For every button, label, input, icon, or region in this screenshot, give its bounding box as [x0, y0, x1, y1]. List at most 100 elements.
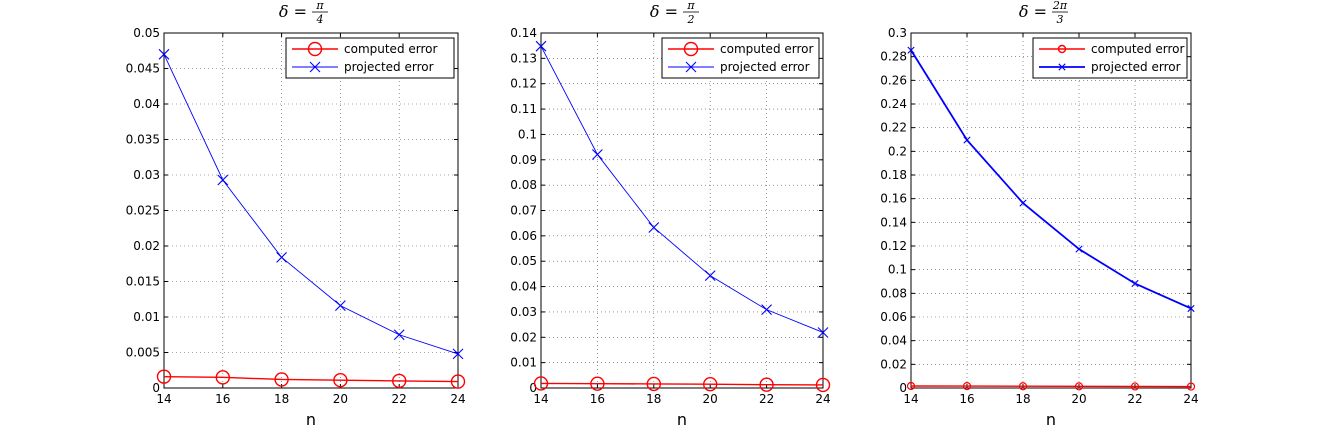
chart-title-denominator: 2: [687, 13, 695, 26]
data-point-projected: [1019, 199, 1027, 207]
data-point-projected: [276, 251, 287, 263]
axes-box: [910, 32, 1192, 389]
chart-panel-2: 14 16 18 20 22 24 0 0.01 0.02 0.03 0.04 0.05 0.06 0.0…: [510, 0, 830, 429]
legend-label: computed error: [1091, 42, 1184, 56]
data-point-computed: [590, 376, 605, 391]
data-point-computed: [1018, 382, 1028, 391]
x-tick-label: 14: [156, 392, 171, 406]
data-point-projected: [1075, 245, 1083, 253]
data-point-computed: [1074, 382, 1084, 391]
data-point-computed: [646, 376, 661, 392]
data-point-computed: [215, 370, 231, 385]
marker-x-stroke: [158, 48, 170, 60]
y-tick-label: 0.12: [880, 239, 907, 253]
legend: computed error projected error: [661, 37, 820, 79]
data-point-projected: [1187, 304, 1195, 313]
data-point-computed: [450, 374, 466, 389]
data-point-projected: [963, 136, 971, 144]
legend-box: [285, 37, 455, 79]
legend-box: [1032, 37, 1188, 79]
data-point-computed: [703, 376, 718, 392]
data-point-projected: [761, 304, 772, 316]
y-tick-label: 0.13: [510, 51, 537, 65]
data-point-projected: [452, 348, 464, 360]
marker-x-stroke: [592, 149, 603, 160]
y-tick-label: 0.02: [133, 239, 160, 253]
y-tick-label: 0.14: [510, 26, 537, 40]
marker-x-stroke: [1187, 304, 1195, 313]
y-tick-label: 0.12: [510, 77, 537, 91]
marker-x-stroke: [276, 251, 287, 263]
legend-swatch-marker: [309, 61, 321, 73]
chart-title-numerator: π: [686, 0, 695, 12]
series-line-1: [910, 385, 1192, 388]
data-point-computed: [1130, 382, 1140, 391]
x-tick-label: 18: [274, 392, 289, 406]
x-tick-label: 22: [392, 392, 407, 406]
chart-panel-1: 14 16 18 20 22 24 0 0.005 0.01 0.015 0.02 0.025 0.03…: [126, 0, 466, 429]
y-tick-label: 0.08: [510, 178, 537, 192]
series-line-2: [540, 45, 824, 333]
data-point-projected: [907, 46, 915, 54]
x-tick-label: 24: [450, 392, 465, 406]
x-axis-label: n: [1046, 410, 1056, 429]
y-tick-label: 0.04: [133, 97, 160, 111]
y-tick-label: 0.05: [133, 26, 160, 40]
data-point-computed: [156, 369, 172, 384]
legend-label: projected error: [344, 60, 434, 74]
data-point-projected: [648, 222, 660, 233]
series-line-1: [163, 375, 459, 383]
x-tick-label: 16: [590, 392, 605, 406]
x-tick-label: 14: [903, 392, 918, 406]
chart-title-prefix: δ =: [1019, 2, 1047, 21]
data-point-projected: [592, 149, 603, 160]
x-tick-label: 16: [215, 392, 230, 406]
marker-x-stroke: [963, 136, 971, 144]
y-tick-label: 0.18: [880, 168, 907, 182]
marker-x-stroke: [648, 222, 660, 233]
marker-x-stroke: [704, 270, 716, 282]
y-tick-label: 0: [529, 381, 537, 395]
x-axis-label: n: [677, 410, 687, 429]
y-tick-label: 0.02: [880, 357, 907, 371]
y-tick-label: 0.035: [126, 133, 160, 147]
x-tick-label: 18: [1015, 392, 1030, 406]
chart-title-prefix: δ =: [279, 2, 307, 21]
marker-x-stroke: [761, 304, 772, 316]
y-tick-label: 0.16: [880, 192, 907, 206]
y-tick-label: 0.28: [880, 50, 907, 64]
data-point-projected: [217, 174, 229, 186]
chart-title-denominator: 4: [316, 13, 324, 26]
marker-x-stroke: [452, 348, 464, 360]
plot-area: [911, 33, 1191, 388]
y-tick-label: 0.05: [510, 254, 537, 268]
y-tick-label: 0.025: [126, 204, 160, 218]
x-tick-label: 18: [646, 392, 661, 406]
legend-label: computed error: [344, 42, 437, 56]
series-line-1: [540, 382, 824, 386]
legend-swatch-marker: [1057, 44, 1067, 54]
y-tick-label: 0.09: [510, 153, 537, 167]
y-tick-label: 0.14: [880, 215, 907, 229]
data-point-computed: [906, 381, 916, 391]
chart-title-numerator: π: [315, 0, 324, 12]
y-tick-label: 0.045: [126, 62, 160, 76]
legend-swatch-marker: [683, 41, 699, 57]
data-point-computed: [333, 372, 348, 388]
y-tick-label: 0.3: [888, 26, 907, 40]
data-point-computed: [815, 377, 831, 393]
legend-label: projected error: [1091, 60, 1181, 74]
x-axis-label: n: [306, 410, 316, 429]
x-tick-label: 22: [759, 392, 774, 406]
data-point-projected: [1131, 279, 1139, 288]
y-tick-label: 0.01: [133, 310, 160, 324]
y-tick-label: 0.26: [880, 73, 907, 87]
marker-x-stroke: [217, 174, 229, 186]
y-tick-label: 0.005: [126, 346, 160, 360]
legend: computed error projected error: [285, 37, 455, 79]
x-tick-label: 22: [1127, 392, 1142, 406]
chart-title-numerator: 2π: [1052, 0, 1068, 12]
series-line-2: [910, 49, 1192, 310]
data-point-computed: [962, 382, 972, 391]
marker-x-stroke: [393, 329, 405, 341]
